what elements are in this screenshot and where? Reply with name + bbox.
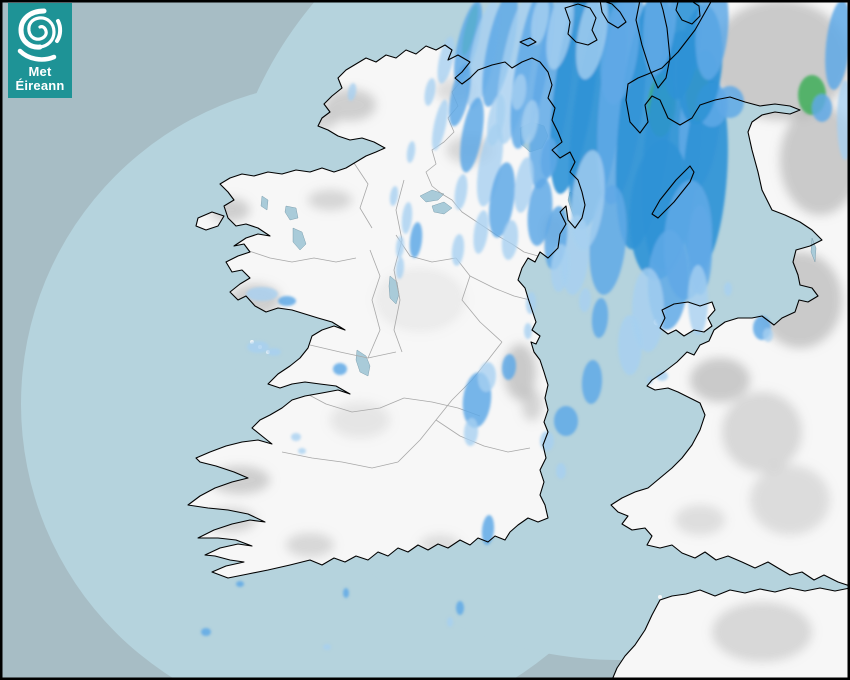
rain-cell-medium <box>540 138 558 178</box>
rain-cell-light <box>298 448 306 454</box>
rain-cell-light <box>550 244 570 292</box>
rain-cell-medium <box>448 63 472 127</box>
lough-erne <box>419 189 453 215</box>
rain-cell-medium <box>695 0 729 80</box>
rain-cell-light <box>424 78 436 106</box>
rain-cell-light <box>524 323 532 339</box>
rain-cell-light <box>454 174 468 210</box>
rain-cell-light <box>466 1 500 109</box>
rain-cell-light <box>647 376 653 384</box>
met-eireann-logo: Met Éireann <box>8 3 72 98</box>
rain-cell-medium <box>453 1 483 83</box>
rain-cell-medium <box>481 515 495 545</box>
rain-cell-light <box>246 287 278 301</box>
rain-cell-light <box>688 265 708 335</box>
rain-cell-medium <box>201 628 211 636</box>
rain-radar-overlay <box>201 0 850 650</box>
rain-cell-light <box>389 186 399 206</box>
rain-cell-light <box>395 257 405 279</box>
rain-cell-light <box>511 74 527 110</box>
rain-cell-light <box>406 141 416 163</box>
rain-cell-light <box>578 288 592 312</box>
swirl-hurricane-icon <box>17 8 63 62</box>
rain-cell-light <box>463 418 479 446</box>
lough-mask <box>284 205 299 221</box>
rain-cell-medium <box>527 178 553 246</box>
rain-cell-light <box>395 236 405 258</box>
rain-cell-medium <box>554 406 578 436</box>
rain-cell-light <box>432 99 448 151</box>
rain-cell-light <box>323 644 331 650</box>
rain-cell-medium <box>825 0 850 90</box>
rain-cell-light <box>521 100 539 144</box>
lough-conn <box>260 195 269 211</box>
rain-cell-medium <box>501 354 517 380</box>
rain-cell-light <box>247 341 269 353</box>
rain-cell-light <box>267 348 281 356</box>
rain-cell-medium <box>488 162 516 238</box>
rain-cell-light <box>556 463 566 479</box>
rain-cell-medium <box>482 0 518 107</box>
rain-cell-medium <box>460 97 484 173</box>
rain-cell-light <box>501 220 519 260</box>
rain-cell-light <box>724 282 732 296</box>
rain-cell-medium <box>716 86 744 118</box>
rain-cell-light <box>763 328 773 342</box>
rain-cell-light <box>514 157 534 213</box>
rain-cell-light <box>486 94 506 146</box>
rain-cell-light <box>546 0 574 70</box>
rain-cell-medium <box>591 298 609 338</box>
rain-cell-light <box>477 362 497 392</box>
rain-cell-light <box>291 433 301 441</box>
rain-cell-light <box>401 202 413 234</box>
logo-text-line2: Éireann <box>15 78 65 93</box>
rain-cell-light <box>656 371 668 381</box>
rain-cell-medium <box>409 222 423 258</box>
rain-cell-light <box>837 80 850 160</box>
rain-cell-medium <box>333 363 347 375</box>
rain-cell-light <box>476 123 504 207</box>
rain-cell-medium <box>812 94 832 122</box>
rain-cell-medium <box>581 360 603 404</box>
rain-cell-light <box>576 0 608 80</box>
rain-cell-medium <box>278 296 296 306</box>
rain-cell-medium <box>600 0 640 105</box>
rain-cell-light <box>618 315 642 375</box>
windermere-lake <box>810 237 817 263</box>
rain-cell-light <box>525 292 537 314</box>
rain-cell-light <box>473 210 489 254</box>
logo-text-line1: Met <box>28 64 52 79</box>
lough-corrib <box>292 227 307 251</box>
rain-cell-light <box>531 0 549 45</box>
rain-cell-light <box>447 617 453 627</box>
rain-cell-medium <box>236 581 244 587</box>
rain-cell-light <box>451 234 465 266</box>
rain-cell-light <box>347 83 357 101</box>
rain-cell-medium <box>343 588 349 598</box>
rain-cell-medium <box>456 601 464 615</box>
